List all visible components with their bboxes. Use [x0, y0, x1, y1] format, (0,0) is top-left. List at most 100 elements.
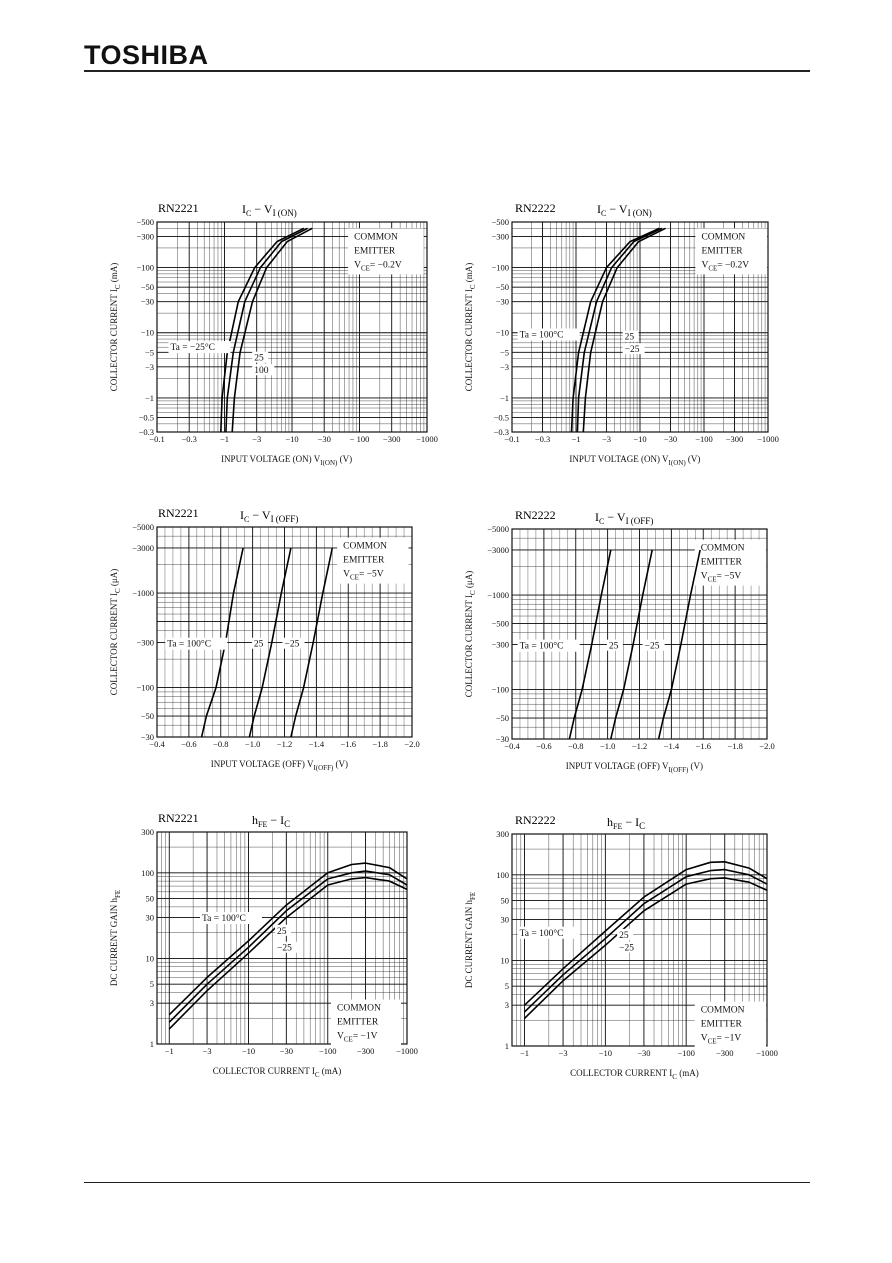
- x-axis-label: COLLECTOR CURRENT IC (mA): [213, 1066, 342, 1079]
- x-tick-label: −1000: [416, 434, 438, 444]
- x-tick-label: −30: [637, 1048, 650, 1058]
- y-tick-label: −1: [500, 393, 509, 403]
- y-axis-label: DC CURRENT GAIN hFE: [109, 890, 122, 986]
- x-axis-label: INPUT VOLTAGE (OFF) VI(OFF) (V): [566, 761, 703, 774]
- curve-label-backdrop: [622, 343, 645, 355]
- series-group: [523, 861, 768, 1019]
- ta-label-backdrop: [517, 926, 580, 939]
- curve-label-backdrop: [275, 924, 291, 936]
- x-tick-label: −0.1: [149, 434, 164, 444]
- chart-svg: RN2222 IC − VI (ON) −0.1 −0.3 −1 −3 −10 −30 −1…: [464, 201, 779, 467]
- note-emitter: EMITTER: [343, 556, 385, 566]
- x-tick-label: −30: [280, 1046, 293, 1056]
- x-tick-label: −1.6: [696, 741, 711, 751]
- y-tick-label: −0.5: [494, 413, 509, 423]
- curve-label: 25: [277, 927, 287, 937]
- x-axis-label: INPUT VOLTAGE (OFF) VI(OFF) (V): [211, 759, 348, 772]
- y-axis-label: COLLECTOR CURRENT IC (μA): [109, 569, 122, 695]
- footer-rule: [84, 1182, 810, 1183]
- x-tick-label: −1000: [396, 1046, 418, 1056]
- x-axis-label: COLLECTOR CURRENT IC (mA): [570, 1068, 699, 1081]
- part-label: RN2221: [158, 201, 199, 215]
- curve-label: 25: [254, 354, 264, 364]
- x-tick-label: −100: [695, 434, 713, 444]
- chart-title: hFE − IC: [252, 813, 290, 829]
- x-tick-label: −1.8: [727, 741, 742, 751]
- part-label: RN2222: [515, 813, 556, 827]
- ta-label: Ta = 100°C: [202, 913, 246, 924]
- series-line: [523, 877, 768, 1019]
- y-tick-label: −3000: [487, 545, 509, 555]
- y-tick-label: −30: [141, 297, 154, 307]
- x-tick-label: −3: [602, 434, 611, 444]
- curve-label: 25: [254, 640, 264, 650]
- x-tick-label: −30: [664, 434, 677, 444]
- y-tick-label: 100: [496, 870, 509, 880]
- y-tick-label: −50: [496, 282, 509, 292]
- y-tick-label: −300: [491, 231, 509, 241]
- note-emitter: EMITTER: [701, 1020, 743, 1030]
- note-backdrop: [331, 999, 401, 1046]
- y-tick-label: −100: [136, 263, 154, 273]
- y-tick-label: −5: [500, 347, 509, 357]
- y-tick-label: 3: [505, 1000, 509, 1010]
- series-line: [582, 227, 666, 433]
- series-line: [523, 868, 768, 1013]
- chart-rn2221-ic-vion: RN2221 IC − VI (ON) −0.1 −0.3 −1 −3 −10 −30− …: [109, 198, 440, 473]
- ta-label-backdrop: [165, 637, 228, 650]
- series-line: [568, 549, 612, 740]
- note-vce: VCE= −0.2V: [354, 260, 402, 272]
- curve-label: −25: [625, 345, 640, 355]
- note-emitter: EMITTER: [701, 246, 743, 256]
- curve-label: 25: [625, 333, 635, 343]
- chart-svg: RN2221 hFE − IC −1 −3 −10 −30 −100 −300 −1000 1…: [109, 811, 418, 1079]
- y-tick-label: −3: [145, 362, 154, 372]
- ta-label: Ta = 100°C: [520, 928, 564, 939]
- x-tick-label: −1.0: [600, 741, 615, 751]
- series-group: [200, 547, 334, 738]
- series-line: [523, 861, 768, 1006]
- y-tick-label: 50: [146, 894, 155, 904]
- curve-label: 25: [619, 931, 629, 941]
- y-tick-label: 10: [501, 955, 510, 965]
- series-line: [576, 227, 663, 433]
- chart-svg: RN2221 IC − VI (ON) −0.1 −0.3 −1 −3 −10 −30− …: [109, 201, 438, 467]
- x-tick-label: −0.3: [535, 434, 550, 444]
- note-backdrop: [337, 537, 409, 584]
- ta-label-backdrop: [200, 912, 262, 925]
- y-tick-label: −500: [491, 217, 509, 227]
- y-tick-label: −50: [141, 282, 154, 292]
- note-vce: VCE= −5V: [701, 572, 742, 584]
- part-label: RN2221: [158, 506, 199, 520]
- plot-area: −1 −3 −10 −30 −100 −300 −1000 1 3 5 10 30 50 100 300 CO…: [109, 827, 418, 1079]
- note-common: COMMON: [701, 1006, 745, 1016]
- curve-label-backdrop: [606, 639, 623, 651]
- chart-rn2222-hfe-ic: RN2222 hFE − IC −1 −3 −10 −30 −100 −300 −1000 1…: [464, 810, 795, 1090]
- y-tick-label: −3000: [132, 543, 154, 553]
- note-vce: VCE= −5V: [343, 570, 384, 582]
- x-tick-label: −0.6: [181, 739, 196, 749]
- ta-label: Ta = 100°C: [520, 330, 564, 341]
- x-tick-label: −1.6: [341, 739, 356, 749]
- series-line: [610, 549, 653, 740]
- x-tick-label: −10: [599, 1048, 612, 1058]
- x-tick-label: −0.1: [504, 434, 519, 444]
- y-tick-label: −10: [141, 328, 154, 338]
- chart-svg: RN2222 hFE − IC −1 −3 −10 −30 −100 −300 −1000 1…: [464, 813, 778, 1081]
- part-label: RN2222: [515, 201, 556, 215]
- x-tick-label: −10: [633, 434, 646, 444]
- ta-label: Ta = 100°C: [167, 639, 211, 650]
- plot-area: −0.1 −0.3 −1 −3 −10 −30 −100 −300 −1000−0.3−0.5−…: [464, 217, 779, 467]
- y-axis-label: DC CURRENT GAIN hFE: [464, 892, 477, 988]
- series-line: [168, 876, 408, 1030]
- y-tick-label: −100: [136, 683, 154, 693]
- y-tick-label: −1000: [487, 590, 509, 600]
- y-tick-label: −3: [500, 362, 509, 372]
- curve-label-backdrop: [622, 330, 639, 342]
- y-axis-label: COLLECTOR CURRENT IC (μA): [464, 571, 477, 697]
- y-tick-label: −30: [496, 734, 509, 744]
- grid: [511, 833, 768, 1047]
- chart-title: IC − VI (OFF): [240, 508, 298, 524]
- part-label: RN2221: [158, 811, 199, 825]
- y-tick-label: −100: [491, 685, 509, 695]
